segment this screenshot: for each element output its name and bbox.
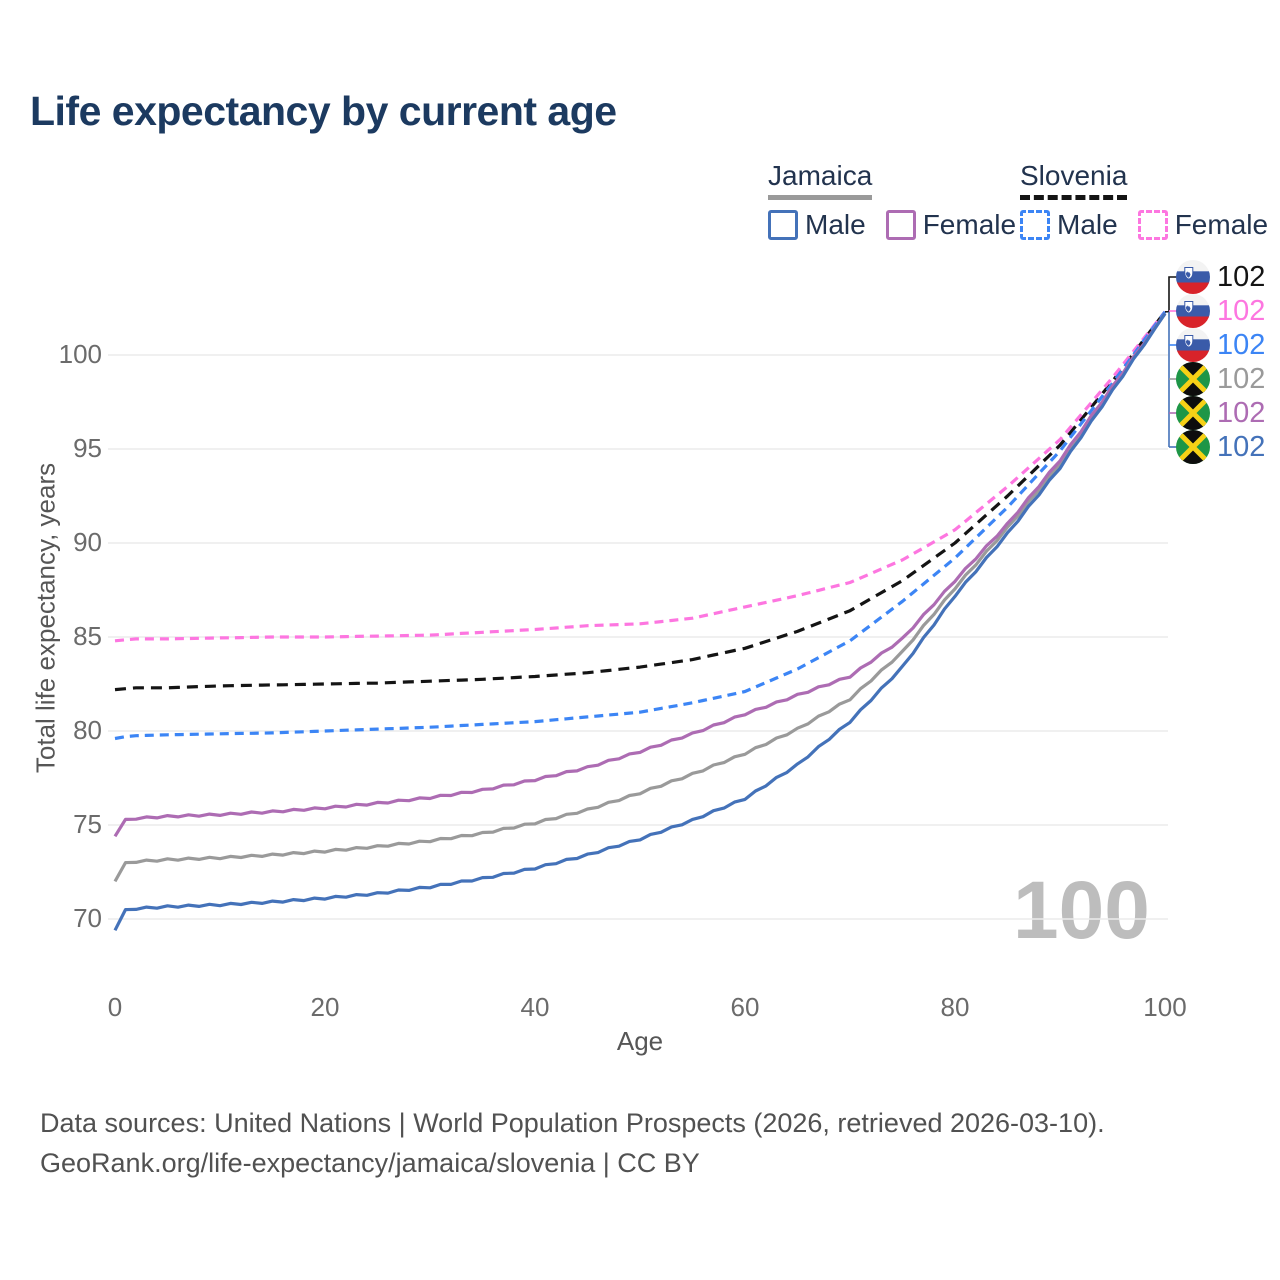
legend-item-jamaica-male[interactable]: Male xyxy=(768,209,866,241)
legend-country-slovenia[interactable]: Slovenia xyxy=(1020,160,1128,200)
jamaica-flag-icon xyxy=(1176,396,1210,430)
legend-label-slovenia-male: Male xyxy=(1057,209,1118,240)
legend-label-jamaica-female: Female xyxy=(922,209,1017,240)
x-tick-label-0: 0 xyxy=(107,992,123,1022)
end-value: 102 xyxy=(1217,430,1266,463)
end-label-jamaica-male: 102 xyxy=(1176,430,1265,464)
footer-attribution: GeoRank.org/life-expectancy/jamaica/slov… xyxy=(40,1148,700,1178)
legend-item-jamaica-female[interactable]: Female xyxy=(885,209,1017,241)
jamaica-male-swatch-icon xyxy=(768,210,798,240)
end-label-slovenia-total: 102 xyxy=(1176,260,1265,294)
line-slovenia-total xyxy=(114,310,1167,692)
slovenia-male-swatch-icon xyxy=(1020,210,1050,240)
y-tick-label-75: 75 xyxy=(73,809,102,839)
end-value: 102 xyxy=(1217,396,1266,429)
x-tick-label-40: 40 xyxy=(520,992,550,1022)
end-value: 102 xyxy=(1217,328,1266,361)
legend-country-jamaica[interactable]: Jamaica xyxy=(768,160,873,200)
legend-label-jamaica-male: Male xyxy=(805,209,866,240)
x-axis-title: Age xyxy=(616,1026,664,1056)
y-tick-label-95: 95 xyxy=(73,433,102,463)
legend-item-slovenia-female[interactable]: Female xyxy=(1137,209,1269,241)
end-label-slovenia-male: 102 xyxy=(1176,328,1265,362)
end-value: 102 xyxy=(1217,362,1266,395)
end-value: 102 xyxy=(1217,260,1266,293)
y-tick-label-90: 90 xyxy=(73,527,102,557)
line-jamaica-total xyxy=(113,312,1167,883)
slovenia-flag-icon xyxy=(1176,328,1210,362)
x-tick-label-20: 20 xyxy=(310,992,340,1022)
jamaica-flag-icon xyxy=(1176,430,1210,464)
x-tick-label-80: 80 xyxy=(940,992,970,1022)
y-tick-label-80: 80 xyxy=(73,715,102,745)
slovenia-flag-icon xyxy=(1176,260,1210,294)
end-value: 102 xyxy=(1217,294,1266,327)
legend-label-slovenia-female: Female xyxy=(1174,209,1269,240)
x-tick-label-100: 100 xyxy=(1143,992,1187,1022)
jamaica-flag-icon xyxy=(1176,362,1210,396)
legend-group-slovenia: Slovenia Male Female xyxy=(1020,160,1268,241)
y-tick-label-85: 85 xyxy=(73,621,102,651)
line-slovenia-female xyxy=(114,310,1167,643)
line-jamaica-male xyxy=(113,312,1167,932)
current-age-watermark: 100 xyxy=(1013,865,1150,956)
y-tick-label-70: 70 xyxy=(73,903,102,933)
end-label-slovenia-female: 102 xyxy=(1176,294,1265,328)
end-label-jamaica-female: 102 xyxy=(1176,396,1265,430)
line-jamaica-female xyxy=(113,312,1167,838)
x-tick-label-60: 60 xyxy=(730,992,760,1022)
jamaica-female-swatch-icon xyxy=(885,210,916,240)
footer-data-sources: Data sources: United Nations | World Pop… xyxy=(40,1108,1105,1138)
end-label-jamaica-total: 102 xyxy=(1176,362,1265,396)
y-tick-label-100: 100 xyxy=(58,339,102,369)
line-slovenia-male xyxy=(114,310,1167,741)
slovenia-female-swatch-icon xyxy=(1137,210,1168,240)
legend-group-jamaica: Jamaica Male Female xyxy=(768,160,1016,241)
legend-item-slovenia-male[interactable]: Male xyxy=(1020,209,1118,241)
slovenia-flag-icon xyxy=(1176,294,1210,328)
page-title: Life expectancy by current age xyxy=(30,88,617,134)
